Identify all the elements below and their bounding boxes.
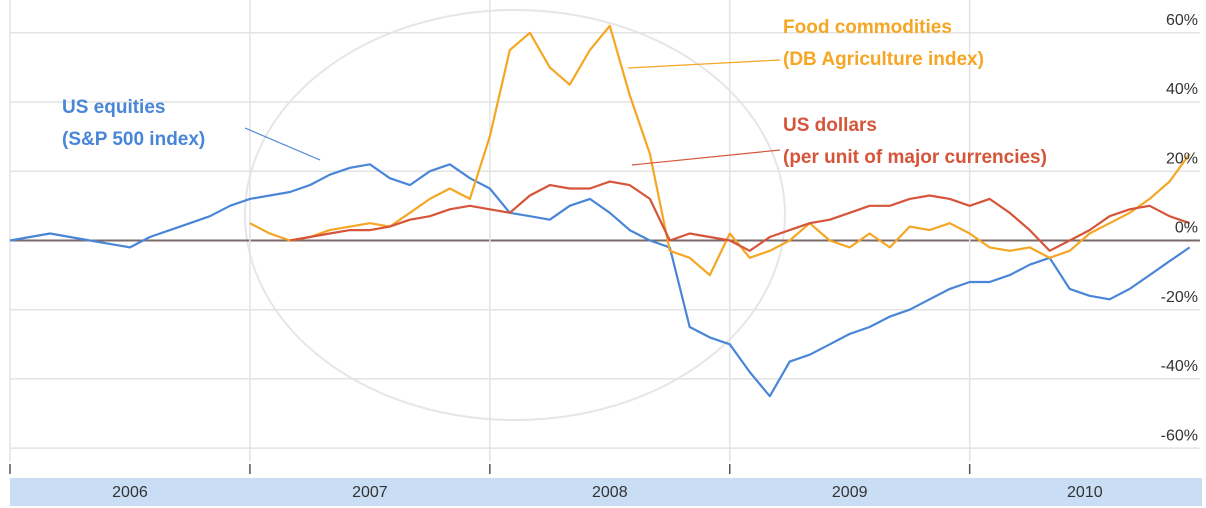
annotation-leader xyxy=(631,149,781,166)
x-tick-label: 2007 xyxy=(352,484,388,501)
series-name: Food commodities xyxy=(783,17,952,38)
series-line xyxy=(9,163,1191,398)
series-note: (DB Agriculture index) xyxy=(783,49,984,70)
series-name: US equities xyxy=(62,97,165,118)
x-tick-label: 2008 xyxy=(592,484,628,501)
year-band xyxy=(10,478,1202,506)
x-tick-label: 2006 xyxy=(112,484,148,501)
y-tick-label: 0% xyxy=(1175,220,1198,237)
y-tick-label: -40% xyxy=(1161,358,1198,375)
labels: 60% 40% 20% 0% -20% -40% -60% 2006 2007 2008 2009 2… xyxy=(62,12,1198,501)
series-lines xyxy=(9,24,1191,398)
decor-ellipse xyxy=(244,9,786,421)
series-note: (per unit of major currencies) xyxy=(783,147,1047,168)
series-name: US dollars xyxy=(783,115,877,136)
y-tick-label: -60% xyxy=(1161,427,1198,444)
annotation-leader xyxy=(627,59,781,69)
x-tick-label: 2010 xyxy=(1067,484,1103,501)
series-note: (S&P 500 index) xyxy=(62,129,205,150)
series-line xyxy=(289,180,1191,252)
grid xyxy=(9,0,1200,474)
y-tick-label: 20% xyxy=(1166,150,1198,167)
y-tick-label: 40% xyxy=(1166,81,1198,98)
y-tick-label: -20% xyxy=(1161,289,1198,306)
y-tick-label: 60% xyxy=(1166,12,1198,29)
series-line xyxy=(249,24,1191,277)
annotation-leader xyxy=(244,127,321,161)
x-tick-label: 2009 xyxy=(832,484,868,501)
